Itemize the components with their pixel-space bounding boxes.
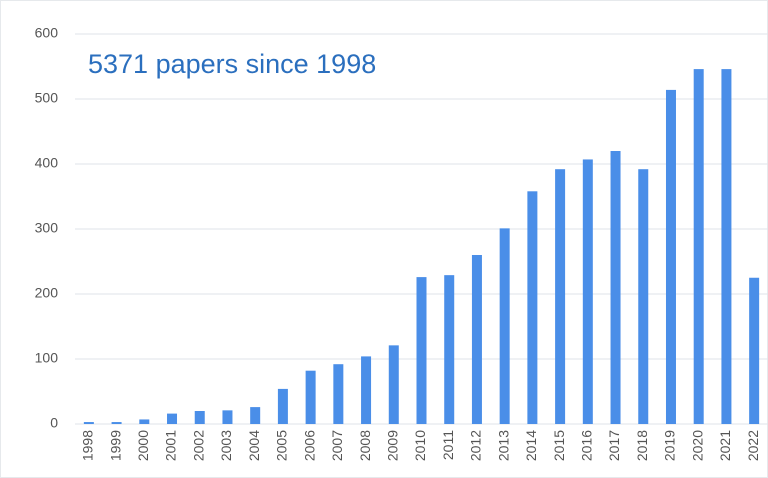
x-tick-label: 2011 <box>440 430 456 460</box>
x-tick-label: 2010 <box>412 430 428 461</box>
bar <box>416 277 427 424</box>
x-tick-label: 2017 <box>606 430 622 461</box>
x-tick-label: 2002 <box>190 430 206 461</box>
y-tick-label: 400 <box>35 155 59 171</box>
x-tick-label: 2004 <box>246 430 262 461</box>
x-tick-label: 1998 <box>80 430 96 461</box>
x-tick-label: 2012 <box>468 430 484 461</box>
bar <box>499 228 510 424</box>
x-tick-label: 2013 <box>495 430 511 461</box>
y-tick-label: 300 <box>35 220 59 236</box>
x-tick-label: 2020 <box>689 430 705 461</box>
x-tick-label: 2000 <box>135 430 151 461</box>
bar <box>305 370 316 424</box>
bar <box>167 413 178 424</box>
bar <box>194 411 205 424</box>
bar <box>222 410 233 424</box>
bar <box>693 69 704 424</box>
x-tick-label: 2007 <box>329 430 345 461</box>
bar <box>721 69 732 424</box>
bar <box>333 364 344 424</box>
bar <box>555 169 566 424</box>
x-tick-label: 2022 <box>745 430 761 461</box>
bar <box>277 388 288 424</box>
x-tick-label: 2015 <box>551 430 567 461</box>
bar <box>665 89 676 425</box>
bar <box>527 191 538 424</box>
bar <box>471 255 482 424</box>
bar <box>361 356 372 424</box>
x-tick-label: 2006 <box>301 430 317 461</box>
bar <box>638 169 649 424</box>
bar <box>139 419 150 424</box>
y-tick-label: 500 <box>35 90 59 106</box>
bar <box>749 277 760 424</box>
y-tick-label: 0 <box>50 415 58 431</box>
x-tick-label: 2001 <box>163 430 179 461</box>
x-tick-label: 2014 <box>523 430 539 461</box>
bar <box>388 345 399 424</box>
x-tick-label: 2008 <box>357 430 373 461</box>
bar <box>444 275 455 424</box>
bar <box>610 151 621 424</box>
y-tick-label: 200 <box>35 285 59 301</box>
bar <box>83 422 94 424</box>
x-tick-label: 1999 <box>107 430 123 461</box>
x-tick-label: 2003 <box>218 430 234 461</box>
x-tick-label: 2018 <box>634 430 650 461</box>
x-tick-label: 2016 <box>579 430 595 461</box>
x-tick-label: 2005 <box>274 430 290 461</box>
annotation: 5371 papers since 1998 <box>88 49 376 79</box>
x-tick-label: 2019 <box>662 430 678 461</box>
y-tick-label: 600 <box>35 25 59 41</box>
x-tick-label: 2009 <box>384 430 400 461</box>
bar <box>250 407 261 424</box>
bar <box>582 159 593 424</box>
x-tick-label: 2021 <box>717 430 733 461</box>
bar <box>111 422 122 424</box>
y-tick-label: 100 <box>35 350 59 366</box>
